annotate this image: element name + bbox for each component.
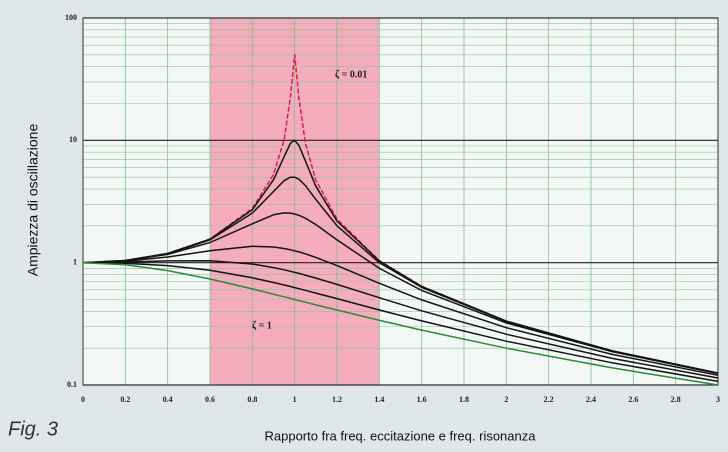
curve xyxy=(82,245,719,377)
annotation: ζ = 0.01 xyxy=(335,69,367,80)
x-tick-label: 1.4 xyxy=(374,395,384,404)
y-tick-label: 100 xyxy=(65,13,77,22)
x-tick-label: 1.8 xyxy=(459,395,469,404)
x-tick-label: 0.2 xyxy=(120,395,130,404)
x-tick-label: 1.6 xyxy=(417,395,427,404)
plot-frame xyxy=(82,17,719,386)
x-tick-label: 2.2 xyxy=(544,395,554,404)
x-tick-label: 0 xyxy=(81,395,85,404)
y-tick-label: 1 xyxy=(73,257,77,266)
curve xyxy=(82,212,719,375)
plot-area xyxy=(83,18,718,385)
x-tick-label: 0.8 xyxy=(247,395,257,404)
x-tick-label: 1.2 xyxy=(332,395,342,404)
x-axis-label: Rapporto fra freq. eccitazione e freq. r… xyxy=(265,428,537,443)
curve xyxy=(82,259,719,379)
y-tick-label: 10 xyxy=(69,135,77,144)
y-axis-label: Ampiezza di oscillazione xyxy=(25,124,41,277)
curve xyxy=(82,261,719,386)
x-tick-label: 2 xyxy=(504,395,508,404)
x-tick-label: 2.6 xyxy=(628,395,638,404)
y-tick-label: 0.1 xyxy=(67,380,77,389)
x-tick-label: 0.6 xyxy=(205,395,215,404)
x-tick-label: 3 xyxy=(716,395,720,404)
curve xyxy=(82,261,719,383)
x-tick-label: 2.8 xyxy=(671,395,681,404)
x-tick-label: 1 xyxy=(293,395,297,404)
x-tick-label: 0.4 xyxy=(163,395,173,404)
figure-label: Fig. 3 xyxy=(8,418,58,440)
x-tick-label: 2.4 xyxy=(586,395,596,404)
curve xyxy=(82,176,719,374)
plot-layer: 0 0.2 0.4 0.6 0.8 1 1.2 1.4 1.6 1.8 2 2.2 2.4 2.6 2.8 3… xyxy=(65,13,720,404)
annotation: ζ = 1 xyxy=(252,320,272,331)
